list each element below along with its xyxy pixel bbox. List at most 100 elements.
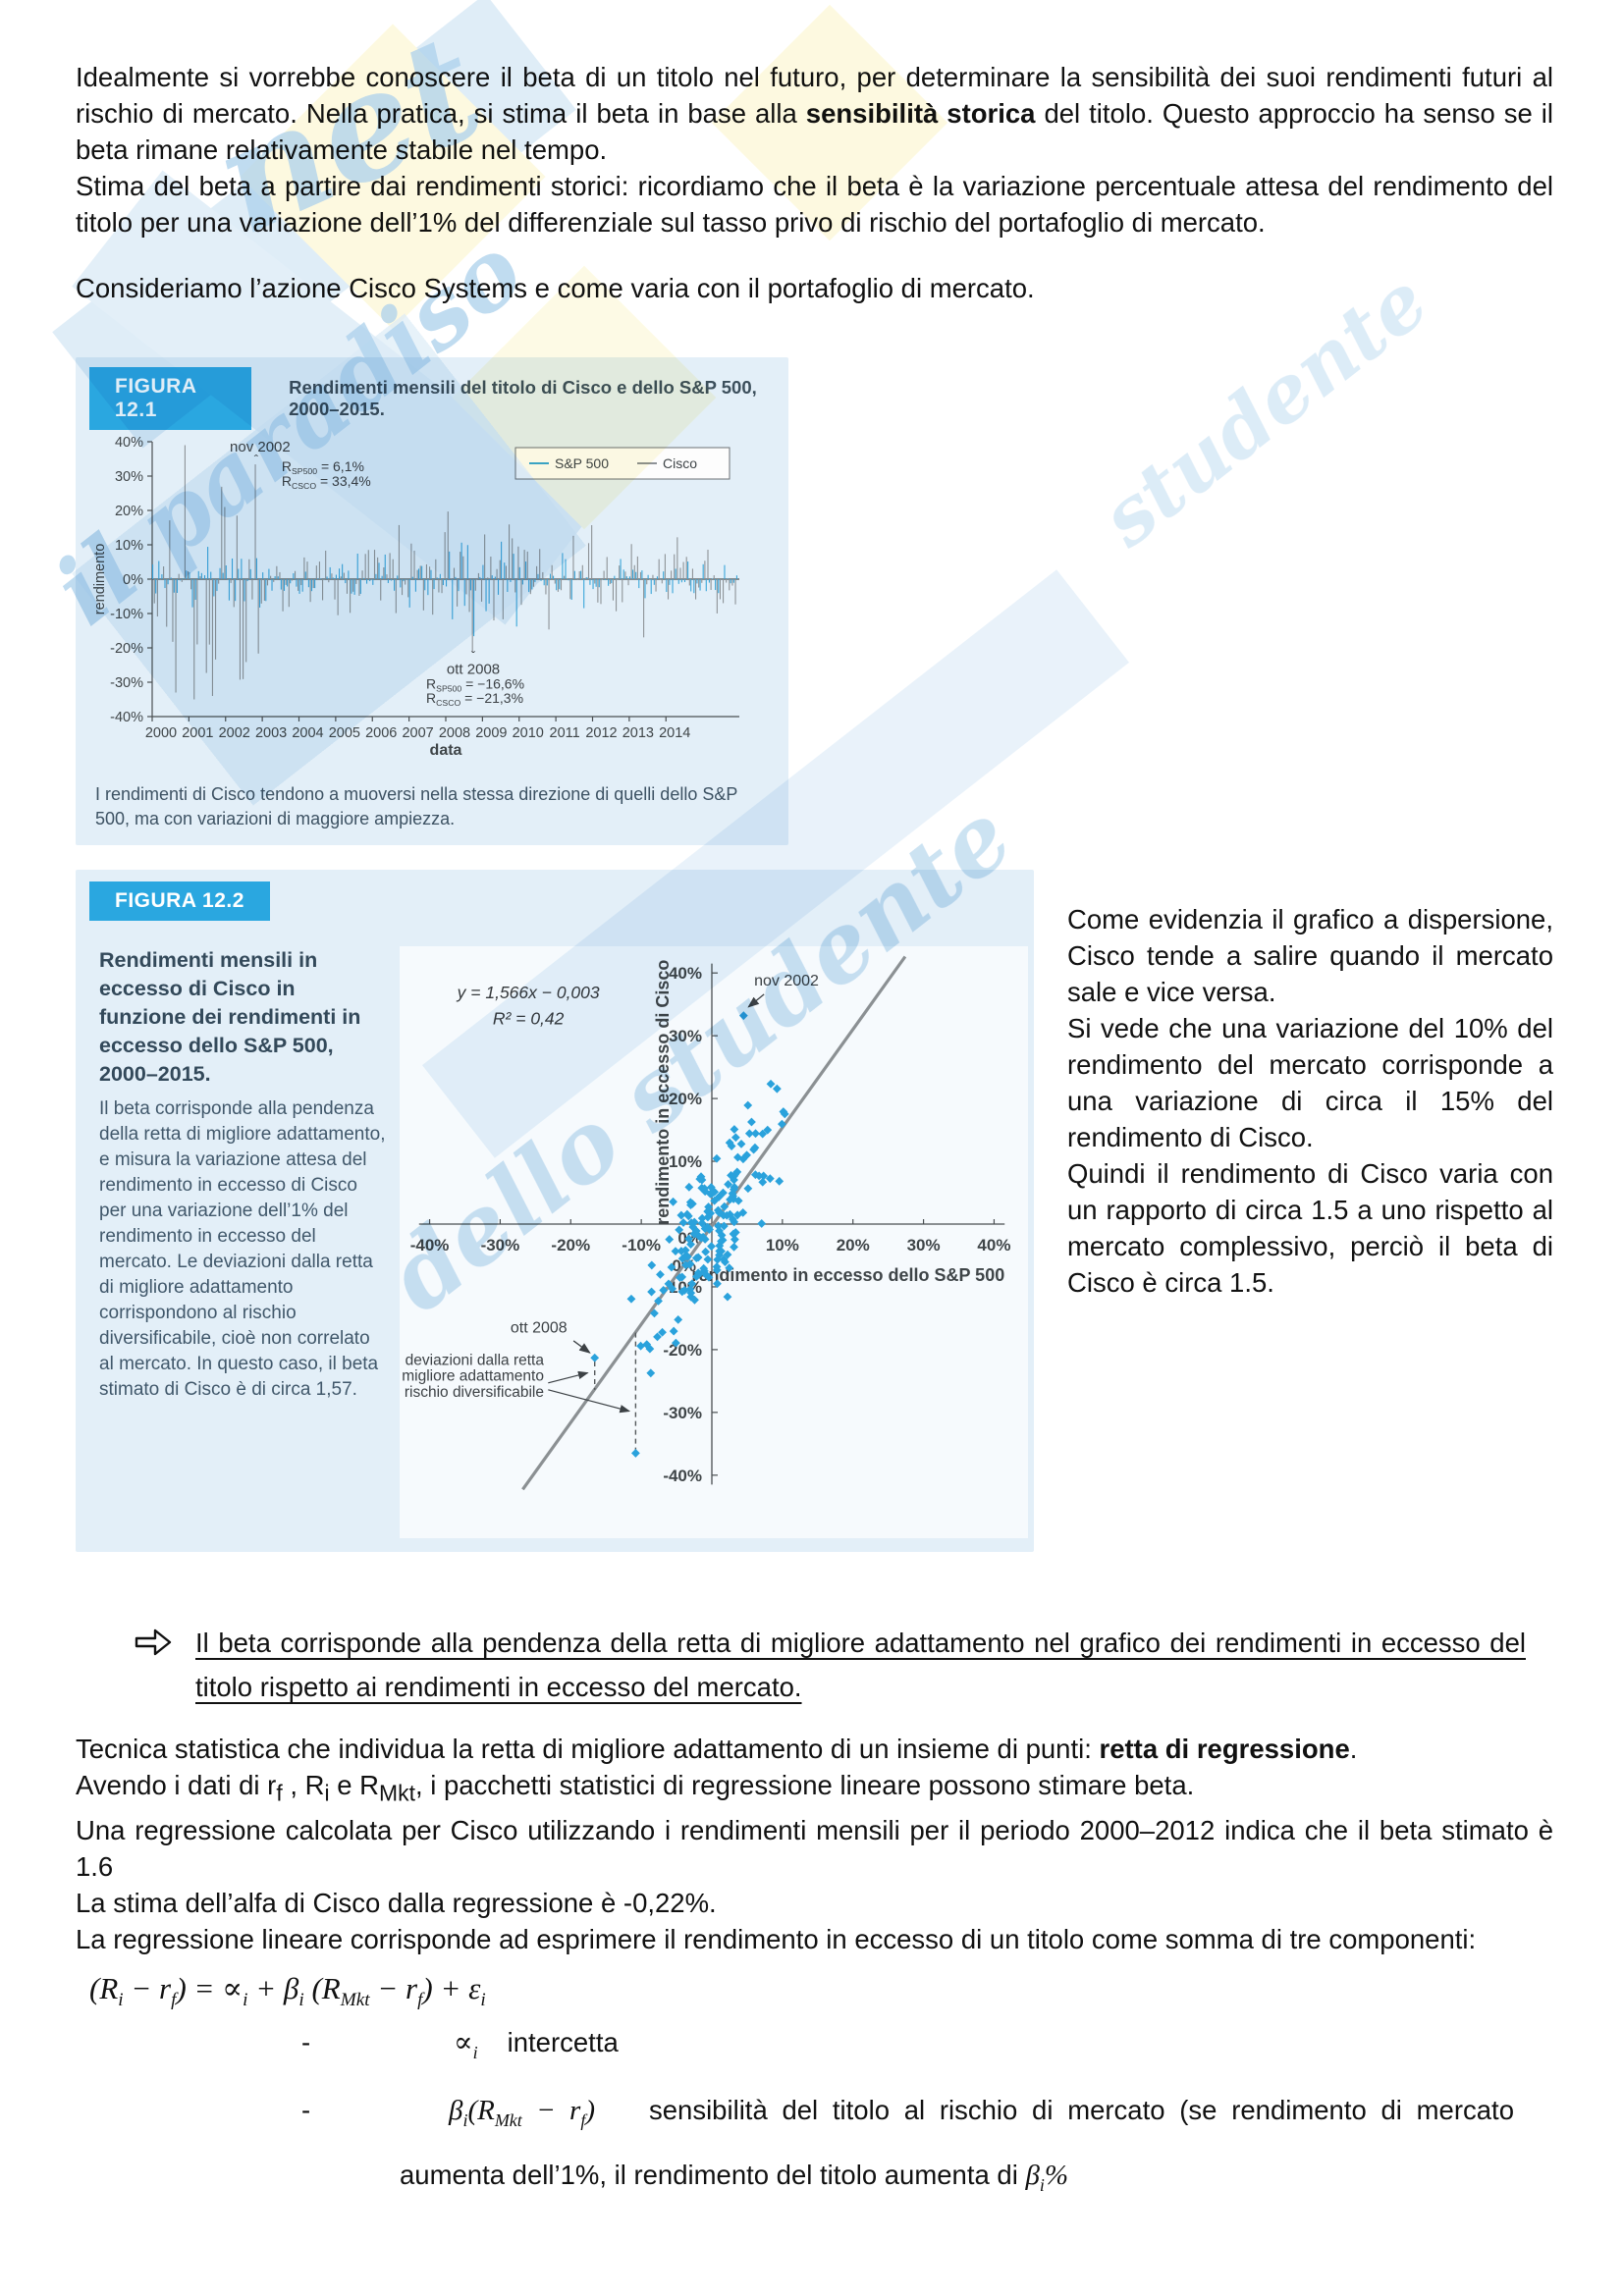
svg-text:40%: 40% (115, 435, 143, 451)
fig1-legend: S&P 500 Cisco (514, 447, 730, 480)
svg-text:2010: 2010 (513, 725, 544, 741)
figure-12-2-sidebar: Rendimenti mensili in eccesso di Cisco i… (89, 946, 386, 1538)
svg-text:-30%: -30% (481, 1236, 520, 1255)
figure-12-2-side-title: Rendimenti mensili in eccesso di Cisco i… (99, 948, 361, 1086)
paragraph-tre-componenti: La regressione lineare corrisponde ad es… (76, 1923, 1477, 1954)
right-column-paragraph: Si vede che una variazione del 10% del r… (1067, 1013, 1553, 1152)
svg-text:-30%: -30% (110, 675, 143, 691)
regression-formula: (Ri − rf) = ∝i + βi (RMkt − rf) + εi (89, 1970, 486, 2010)
deviation-label: = rischio diversificabile (400, 1384, 544, 1401)
svg-text:20%: 20% (837, 1236, 870, 1255)
svg-text:0%: 0% (123, 572, 143, 588)
svg-text:2013: 2013 (622, 725, 654, 741)
svg-text:-40%: -40% (110, 710, 143, 725)
svg-text:nov 2002: nov 2002 (230, 439, 291, 455)
svg-text:2012: 2012 (585, 725, 617, 741)
svg-text:2000: 2000 (145, 725, 177, 741)
svg-text:2003: 2003 (255, 725, 287, 741)
key-takeaway: Il beta corrisponde alla pendenza della … (76, 1621, 1553, 1709)
svg-text:40%: 40% (669, 964, 702, 983)
svg-text:2005: 2005 (329, 725, 360, 741)
figure-12-2-body: Rendimenti mensili in eccesso di Cisco i… (89, 946, 1034, 1538)
svg-text:rendimento in eccesso di Cisco: rendimento in eccesso di Cisco (653, 960, 673, 1225)
paragraph-tecnica: Tecnica statistica che individua la rett… (76, 1734, 1358, 1764)
svg-text:2008: 2008 (439, 725, 470, 741)
figure-12-2-chart: -40%-30%-20%-10%0%10%20%30%40%40%30%20%1… (386, 946, 1028, 1538)
svg-text:-40%: -40% (663, 1467, 702, 1485)
svg-text:2001: 2001 (182, 725, 213, 741)
svg-text:data: data (430, 742, 462, 759)
svg-text:-30%: -30% (663, 1404, 702, 1422)
right-arrow-icon (135, 1629, 172, 1661)
deviation-label: deviazioni dalla retta (406, 1352, 545, 1368)
paragraph-consideriamo: Consideriamo l’azione Cisco Systems e co… (76, 273, 1035, 303)
right-column-paragraph: Quindi il rendimento di Cisco varia con … (1067, 1158, 1553, 1298)
ott-2008-label: ott 2008 (511, 1320, 568, 1337)
deviation-label: di migliore adattamento (400, 1368, 544, 1385)
figure-12-2-side-text: Il beta corrisponde alla pendenza della … (99, 1098, 386, 1400)
alpha-symbol: ∝i (454, 2026, 478, 2062)
svg-text:-20%: -20% (110, 641, 143, 657)
figure-12-2-row: FIGURA 12.2 Rendimenti mensili in eccess… (76, 870, 1553, 1552)
svg-text:rendimento: rendimento (92, 544, 108, 615)
svg-text:30%: 30% (907, 1236, 941, 1255)
fig1-bars (150, 445, 737, 700)
svg-text:S&P 500: S&P 500 (555, 455, 609, 471)
svg-text:10%: 10% (669, 1152, 702, 1171)
bullet-intercetta-text: intercetta (507, 2026, 619, 2057)
svg-text:40%: 40% (977, 1236, 1010, 1255)
svg-text:rendimento in eccesso dello S&: rendimento in eccesso dello S&P 500 (691, 1265, 1004, 1285)
svg-text:2007: 2007 (402, 725, 433, 741)
paragraph-intro: Idealmente si vorrebbe conoscere il beta… (76, 62, 1553, 165)
bullet-beta: - βi(RMkt − rf) sensibilità del titolo al … (76, 2083, 1553, 2213)
paragraph-alfa: La stima dell’alfa di Cisco dalla regres… (76, 1887, 717, 1918)
svg-text:2014: 2014 (659, 725, 690, 741)
svg-text:30%: 30% (669, 1027, 702, 1045)
svg-text:-20%: -20% (663, 1341, 702, 1360)
figure-12-1-caption: Rendimenti mensili del titolo di Cisco e… (289, 377, 757, 419)
svg-text:30%: 30% (115, 469, 143, 485)
bullet-beta-text: sensibilità del titolo al rischio di mer… (400, 2095, 1514, 2191)
paragraph-stima-beta: Stima del beta a partire dai rendimenti … (76, 171, 1553, 238)
dash: - (301, 2095, 311, 2126)
page-content: Idealmente si vorrebbe conoscere il beta… (76, 62, 1553, 2213)
svg-text:ˆ: ˆ (254, 452, 259, 466)
figure-12-2-label: FIGURA 12.2 (89, 881, 270, 921)
beta-symbol: βi(RMkt − rf) (449, 2095, 595, 2131)
bullet-intercetta: - ∝i intercetta (76, 2015, 1553, 2080)
svg-text:-20%: -20% (551, 1236, 590, 1255)
figure-12-1-note: I rendimenti di Cisco tendono a muoversi… (95, 784, 738, 828)
r-squared: R² = 0,42 (493, 1009, 565, 1029)
paragraph-avendo: Avendo i dati di rf , Ri e RMkt, i pacch… (76, 1770, 1195, 1806)
svg-text:-10%: -10% (110, 607, 143, 622)
svg-text:-10%: -10% (622, 1236, 661, 1255)
figure-12-1: FIGURA 12.1 Rendimenti mensili del titol… (76, 357, 788, 845)
svg-text:Cisco: Cisco (663, 455, 697, 471)
right-column-paragraph: Come evidenzia il grafico a dispersione,… (1067, 904, 1553, 1007)
svg-text:2009: 2009 (475, 725, 507, 741)
svg-text:20%: 20% (115, 504, 143, 519)
nov-2002-label: nov 2002 (754, 973, 819, 989)
svg-text:10%: 10% (115, 538, 143, 554)
figure-12-2: FIGURA 12.2 Rendimenti mensili in eccess… (76, 870, 1034, 1552)
right-column: Come evidenzia il grafico a dispersione,… (1067, 870, 1553, 1552)
dash: - (301, 2026, 311, 2057)
svg-text:2004: 2004 (292, 725, 323, 741)
figure-12-1-label: FIGURA 12.1 (89, 367, 252, 430)
figure-12-1-header: FIGURA 12.1 Rendimenti mensili del titol… (89, 367, 777, 430)
beta-pct-symbol: βi% (1025, 2160, 1069, 2196)
svg-text:2006: 2006 (365, 725, 397, 741)
svg-text:20%: 20% (669, 1090, 702, 1108)
figure-12-1-chart: 40% 30% 20% 10% 0% -10% -20% -30% -40% 2000 2001 20… (89, 430, 777, 767)
fig2-svg: -40%-30%-20%-10%0%10%20%30%40%40%30%20%1… (386, 955, 1010, 1491)
regression-line (521, 955, 907, 1491)
regression-equation: y = 1,566x − 0,003 (457, 983, 600, 1002)
svg-text:-40%: -40% (410, 1236, 450, 1255)
svg-text:10%: 10% (766, 1236, 799, 1255)
paragraph-regressione-2012: Una regressione calcolata per Cisco util… (76, 1814, 1553, 1882)
svg-text:2002: 2002 (219, 725, 250, 741)
svg-text:2011: 2011 (550, 725, 580, 741)
